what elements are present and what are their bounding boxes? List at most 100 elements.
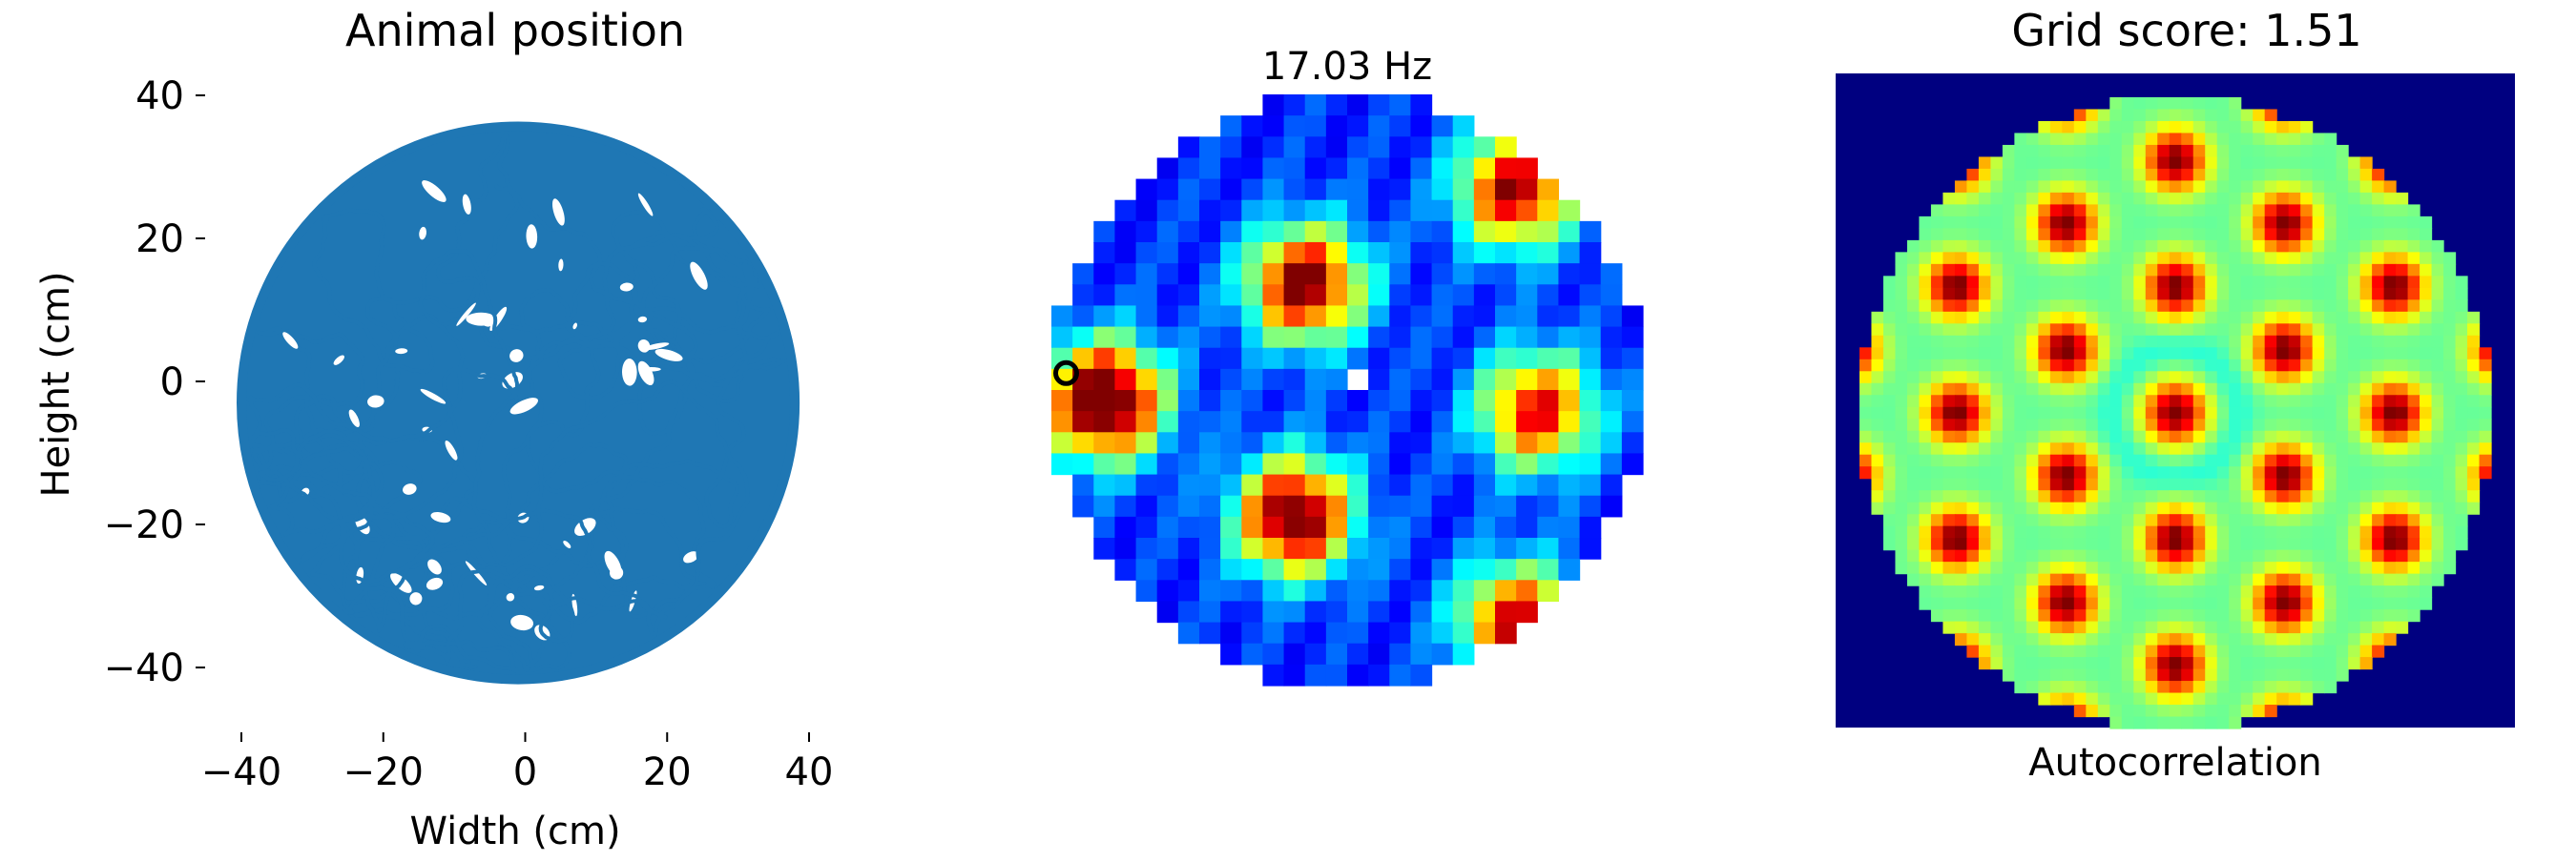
autocorrelation-bin	[2467, 419, 2481, 432]
autocorrelation-bin	[2253, 299, 2266, 313]
autocorrelation-bin	[2348, 263, 2361, 277]
rate-bin	[1410, 559, 1433, 581]
autocorrelation-bin	[2109, 585, 2123, 599]
autocorrelation-bin	[1895, 562, 1908, 575]
rate-bin	[1199, 326, 1221, 349]
rate-map	[1051, 94, 1644, 687]
rate-bin	[1495, 368, 1517, 391]
autocorrelation-bin	[2145, 133, 2158, 146]
autocorrelation-bin	[1930, 514, 1944, 527]
autocorrelation-bin	[2049, 478, 2063, 491]
autocorrelation-bin	[2049, 323, 2063, 337]
autocorrelation-bin	[1990, 239, 2004, 253]
autocorrelation-bin	[2383, 454, 2397, 467]
autocorrelation-bin	[2407, 335, 2420, 348]
rate-bin	[1537, 580, 1560, 603]
rate-bin	[1347, 664, 1369, 687]
autocorrelation-bin	[2288, 311, 2301, 324]
autocorrelation-bin	[1954, 263, 1967, 277]
autocorrelation-bin	[2157, 168, 2171, 182]
autocorrelation-bin	[2383, 478, 2397, 491]
autocorrelation-bin	[2229, 621, 2242, 634]
autocorrelation-bin	[2216, 442, 2230, 456]
autocorrelation-bin	[2169, 525, 2182, 539]
autocorrelation-bin	[2253, 395, 2266, 408]
autocorrelation-bin	[2049, 502, 2063, 515]
autocorrelation-bin	[2025, 549, 2039, 563]
autocorrelation-bin	[2038, 454, 2051, 467]
rate-bin	[1051, 347, 1073, 370]
autocorrelation-bin	[2288, 216, 2301, 229]
autocorrelation-bin	[1966, 359, 1980, 372]
autocorrelation-bin	[2181, 228, 2194, 241]
rate-bin	[1558, 538, 1581, 560]
autocorrelation-bin	[2157, 263, 2171, 277]
autocorrelation-bin	[2264, 144, 2277, 158]
autocorrelation-bin	[2002, 168, 2015, 182]
rate-bin	[1262, 453, 1285, 476]
autocorrelation-bin	[2181, 681, 2194, 694]
rate-bin	[1410, 284, 1433, 307]
autocorrelation-bin	[2038, 609, 2051, 623]
autocorrelation-bin	[2288, 538, 2301, 551]
autocorrelation-bin	[2169, 597, 2182, 610]
rate-bin	[1347, 263, 1369, 285]
rate-bin	[1304, 411, 1327, 433]
autocorrelation-bin	[1942, 395, 1956, 408]
autocorrelation-bin	[2253, 120, 2266, 134]
autocorrelation-bin	[2300, 168, 2314, 182]
autocorrelation-bin	[2396, 573, 2409, 586]
rate-bin	[1452, 284, 1475, 307]
rate-bin	[1516, 390, 1538, 412]
rate-bin	[1473, 390, 1496, 412]
rate-bin	[1516, 580, 1538, 603]
autocorrelation-bin	[1978, 442, 1991, 456]
rate-bin	[1389, 453, 1412, 476]
autocorrelation-bin	[2300, 299, 2314, 313]
autocorrelation-bin	[2312, 180, 2325, 194]
autocorrelation-bin	[1942, 299, 1956, 313]
autocorrelation-bin	[2276, 430, 2290, 443]
rate-bin	[1431, 178, 1454, 201]
autocorrelation-bin	[2133, 430, 2147, 443]
x-tick-label: −40	[201, 750, 281, 794]
autocorrelation-bin	[2336, 204, 2349, 217]
autocorrelation-bin	[1990, 657, 2004, 670]
autocorrelation-bin	[2121, 382, 2134, 396]
autocorrelation-bin	[2467, 347, 2481, 360]
autocorrelation-bin	[2336, 359, 2349, 372]
autocorrelation-bin	[2025, 430, 2039, 443]
autocorrelation-bin	[2443, 538, 2457, 551]
autocorrelation-bin	[2396, 406, 2409, 420]
trajectory-gap	[654, 348, 683, 361]
autocorrelation-bin	[2121, 323, 2134, 337]
rate-bin	[1304, 368, 1327, 391]
autocorrelation-bin	[1966, 406, 1980, 420]
autocorrelation-bin	[2383, 466, 2397, 480]
rate-bin	[1283, 643, 1306, 666]
autocorrelation-bin	[2240, 109, 2254, 122]
autocorrelation-bin	[1895, 514, 1908, 527]
rate-bin	[1473, 347, 1496, 370]
autocorrelation-bin	[2383, 335, 2397, 348]
autocorrelation-bin	[2264, 633, 2277, 646]
rate-bin	[1516, 559, 1538, 581]
autocorrelation-bin	[2324, 239, 2337, 253]
autocorrelation-bin	[2038, 562, 2051, 575]
autocorrelation-bin	[1882, 371, 1897, 384]
autocorrelation-bin	[2062, 621, 2075, 634]
autocorrelation-bin	[2181, 216, 2194, 229]
autocorrelation-bin	[1954, 382, 1967, 396]
rate-bin	[1537, 242, 1560, 264]
autocorrelation-bin	[2276, 645, 2290, 658]
rate-bin	[1389, 326, 1412, 349]
autocorrelation-bin	[1895, 252, 1908, 265]
rate-bin	[1051, 432, 1073, 455]
autocorrelation-bin	[2276, 442, 2290, 456]
rate-bin	[1093, 305, 1116, 328]
autocorrelation-bin	[2431, 311, 2444, 324]
autocorrelation-bin	[2038, 156, 2051, 170]
rate-bin	[1241, 474, 1264, 497]
autocorrelation-bin	[2264, 430, 2277, 443]
rate-bin	[1495, 453, 1517, 476]
